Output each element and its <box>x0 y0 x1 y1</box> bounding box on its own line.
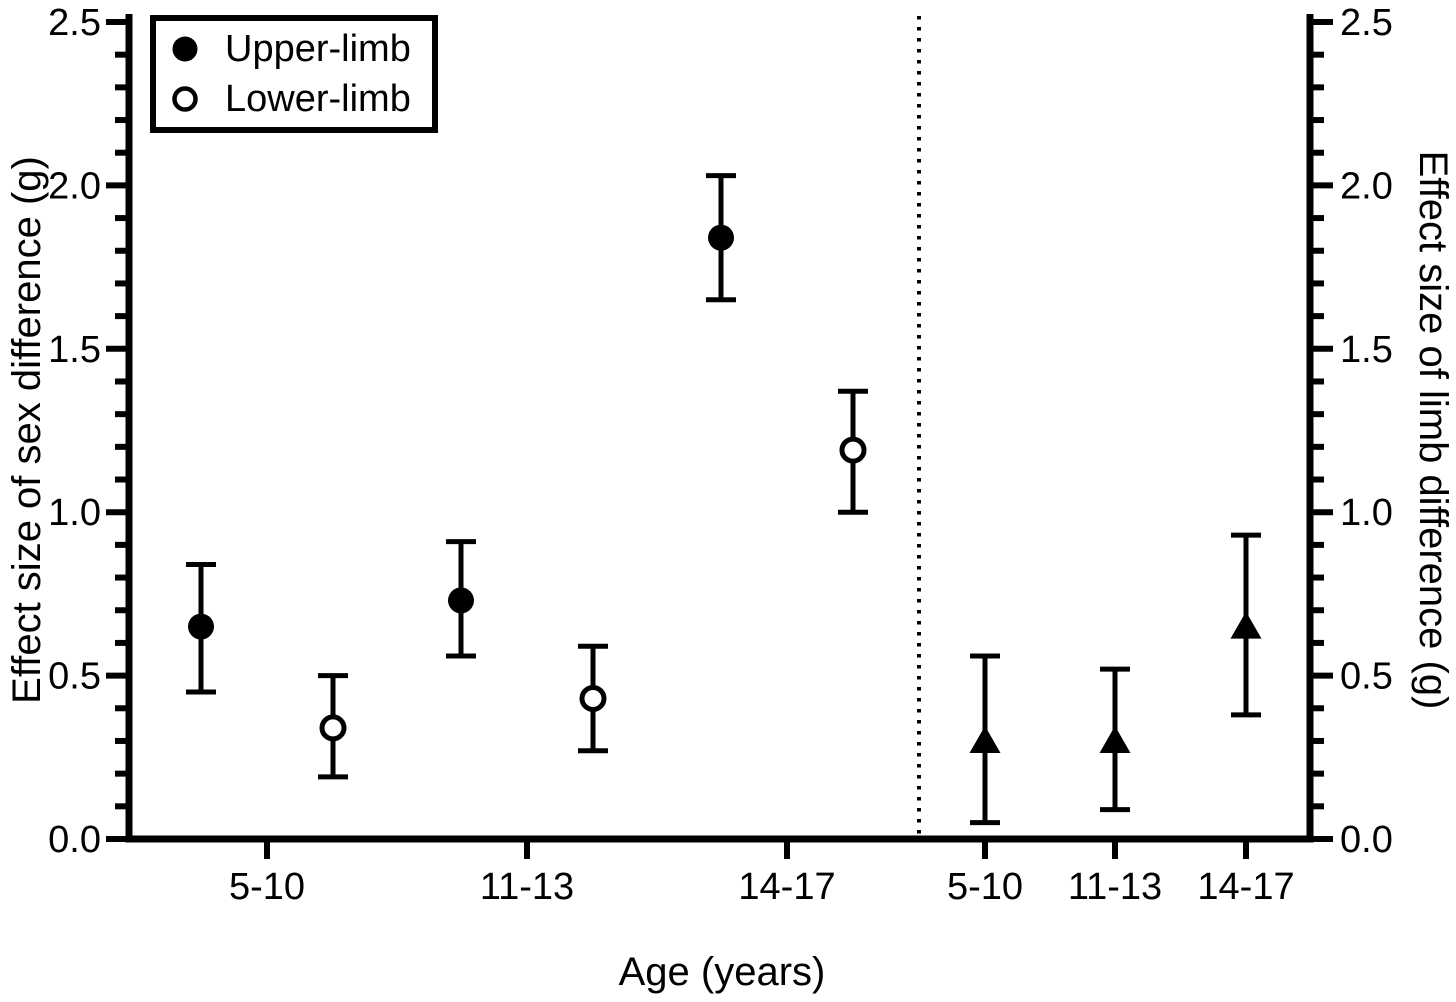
x-axis-title: Age (years) <box>618 950 826 994</box>
legend-item-lower-limb: Lower-limb <box>171 80 432 118</box>
marker-filled-circle <box>708 224 734 251</box>
filled-circle-icon <box>172 36 198 62</box>
x-tick-label: 11-13 <box>480 866 574 908</box>
y-axis-title-right: Effect size of limb difference (g) <box>1411 150 1455 710</box>
marker-filled-triangle <box>969 725 1001 753</box>
marker-filled-triangle <box>1230 611 1262 639</box>
y-tick-label-right: 2.5 <box>1340 2 1393 44</box>
x-tick-label: 5-10 <box>947 866 1023 908</box>
y-tick-label-left: 1.5 <box>48 329 101 371</box>
marker-filled-triangle <box>1099 725 1131 753</box>
y-tick-label-left: 2.0 <box>48 165 101 207</box>
x-tick-label: 14-17 <box>1197 866 1294 908</box>
x-tick-label: 5-10 <box>229 866 305 908</box>
legend-label-upper-limb: Upper-limb <box>225 28 411 70</box>
y-tick-label-left: 2.5 <box>48 2 101 44</box>
legend: Upper-limb Lower-limb <box>150 15 438 133</box>
y-tick-label-left: 0.5 <box>48 656 101 698</box>
y-tick-label-right: 0.0 <box>1340 819 1393 861</box>
legend-item-upper-limb: Upper-limb <box>171 30 432 68</box>
x-tick-label: 14-17 <box>738 866 835 908</box>
marker-open-circle <box>839 436 867 464</box>
marker-open-circle <box>319 714 347 742</box>
y-tick-label-right: 1.0 <box>1340 492 1393 534</box>
marker-filled-circle <box>448 587 474 614</box>
marker-open-circle <box>579 684 607 712</box>
y-tick-label-left: 1.0 <box>48 492 101 534</box>
x-tick-label: 11-13 <box>1068 866 1162 908</box>
y-tick-label-right: 1.5 <box>1340 329 1393 371</box>
legend-label-lower-limb: Lower-limb <box>225 78 411 120</box>
y-tick-label-right: 0.5 <box>1340 656 1393 698</box>
marker-filled-circle <box>188 613 214 640</box>
y-tick-label-left: 0.0 <box>48 819 101 861</box>
open-circle-icon <box>172 86 198 112</box>
y-tick-label-right: 2.0 <box>1340 165 1393 207</box>
y-axis-title-left: Effect size of sex difference (g) <box>5 156 49 704</box>
